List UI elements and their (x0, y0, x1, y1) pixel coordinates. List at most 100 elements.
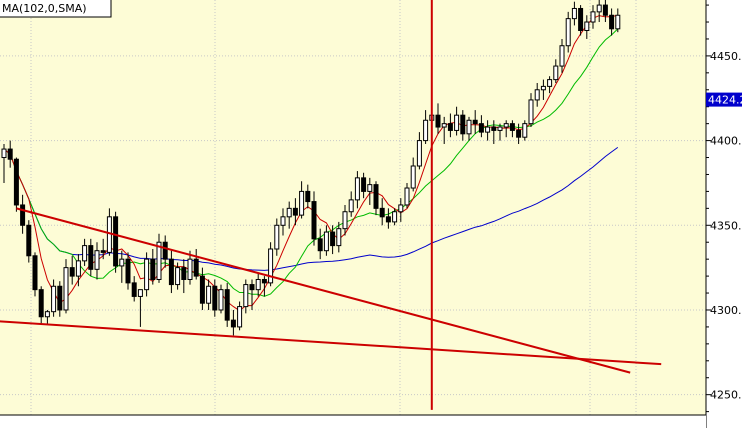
trendlines (0, 0, 662, 410)
candle-body (559, 45, 565, 67)
candle (144, 252, 150, 297)
candle (63, 259, 69, 314)
candle-body (615, 14, 621, 30)
candle (547, 76, 553, 94)
candle-body (423, 119, 429, 142)
candle-body (497, 126, 503, 131)
candle-body (553, 65, 559, 81)
candle (175, 262, 181, 290)
candle-body (311, 201, 317, 240)
candle (454, 106, 460, 136)
last-price-label: 4424.2 (708, 94, 742, 107)
candle (509, 120, 515, 138)
candle-body (516, 129, 522, 138)
candle (193, 249, 199, 280)
candle (131, 276, 137, 302)
candle (441, 116, 447, 144)
candle (590, 5, 596, 29)
candle-body (199, 275, 205, 304)
candle-body (478, 123, 484, 133)
candle (602, 0, 608, 23)
candle-body (75, 260, 81, 277)
candle (69, 255, 75, 285)
candle-body (317, 238, 323, 252)
candle-body (280, 216, 286, 226)
candle (168, 250, 174, 294)
candle (113, 211, 119, 273)
candle-body (13, 158, 19, 206)
candle (522, 120, 528, 141)
candle (491, 120, 497, 144)
candle-body (410, 165, 416, 189)
candle-body (367, 184, 373, 192)
trendline-lower (0, 320, 662, 366)
candle-body (602, 4, 608, 16)
candle (150, 249, 156, 285)
candle-body (416, 140, 422, 167)
candle-body (44, 311, 50, 318)
candle (404, 182, 410, 209)
y-tick-label: 4450. (710, 50, 742, 63)
candle (342, 204, 348, 236)
candle-body (261, 278, 267, 284)
candle-body (237, 306, 243, 328)
candle (323, 225, 329, 256)
candle-body (119, 258, 125, 267)
candle-body (373, 184, 379, 209)
candle (13, 157, 19, 212)
candle (485, 120, 491, 141)
candle (466, 116, 472, 141)
candle-body (7, 148, 13, 160)
candle-body (379, 207, 385, 218)
candle (230, 309, 236, 336)
candle (348, 191, 354, 217)
candle (212, 279, 218, 317)
candle-body (1, 148, 7, 159)
candle-body (144, 258, 150, 291)
candle-body (131, 282, 137, 297)
candle (553, 59, 559, 83)
candle (94, 242, 100, 280)
candle (286, 201, 292, 229)
candles (1, 0, 621, 336)
candle-body (88, 245, 94, 270)
candle (361, 172, 367, 199)
candle-body (268, 248, 274, 284)
candle-body (286, 207, 292, 218)
candle-body (547, 79, 553, 87)
candle-body (441, 123, 447, 128)
last-price-tag: 4424.2 (706, 92, 742, 107)
candle (385, 208, 391, 229)
candle-body (584, 21, 590, 31)
candle-body (218, 289, 224, 311)
candle-body (565, 18, 571, 47)
candle (373, 181, 379, 216)
candle-body (224, 289, 230, 321)
candle (292, 198, 298, 226)
last-price-tag-bg (706, 92, 742, 107)
candle (305, 184, 311, 209)
candle-body (230, 319, 236, 328)
candle (243, 279, 249, 314)
candle-body (491, 126, 497, 131)
candle (435, 103, 441, 134)
legend: MA(102,0,SMA) (0, 0, 112, 18)
candle (528, 93, 534, 128)
candle (156, 233, 162, 283)
candle-body (447, 123, 453, 131)
x-axis-panel (0, 415, 706, 428)
candle-body (299, 190, 305, 216)
candle-body (348, 199, 354, 213)
candle (199, 267, 205, 310)
candle-body (274, 224, 280, 250)
candle-body (125, 258, 131, 284)
moving-averages (3, 14, 619, 312)
candle (26, 220, 32, 263)
candle (224, 282, 230, 327)
candle (57, 281, 63, 317)
candle-body (162, 241, 168, 260)
candle-body (534, 89, 540, 101)
candle (311, 191, 317, 246)
